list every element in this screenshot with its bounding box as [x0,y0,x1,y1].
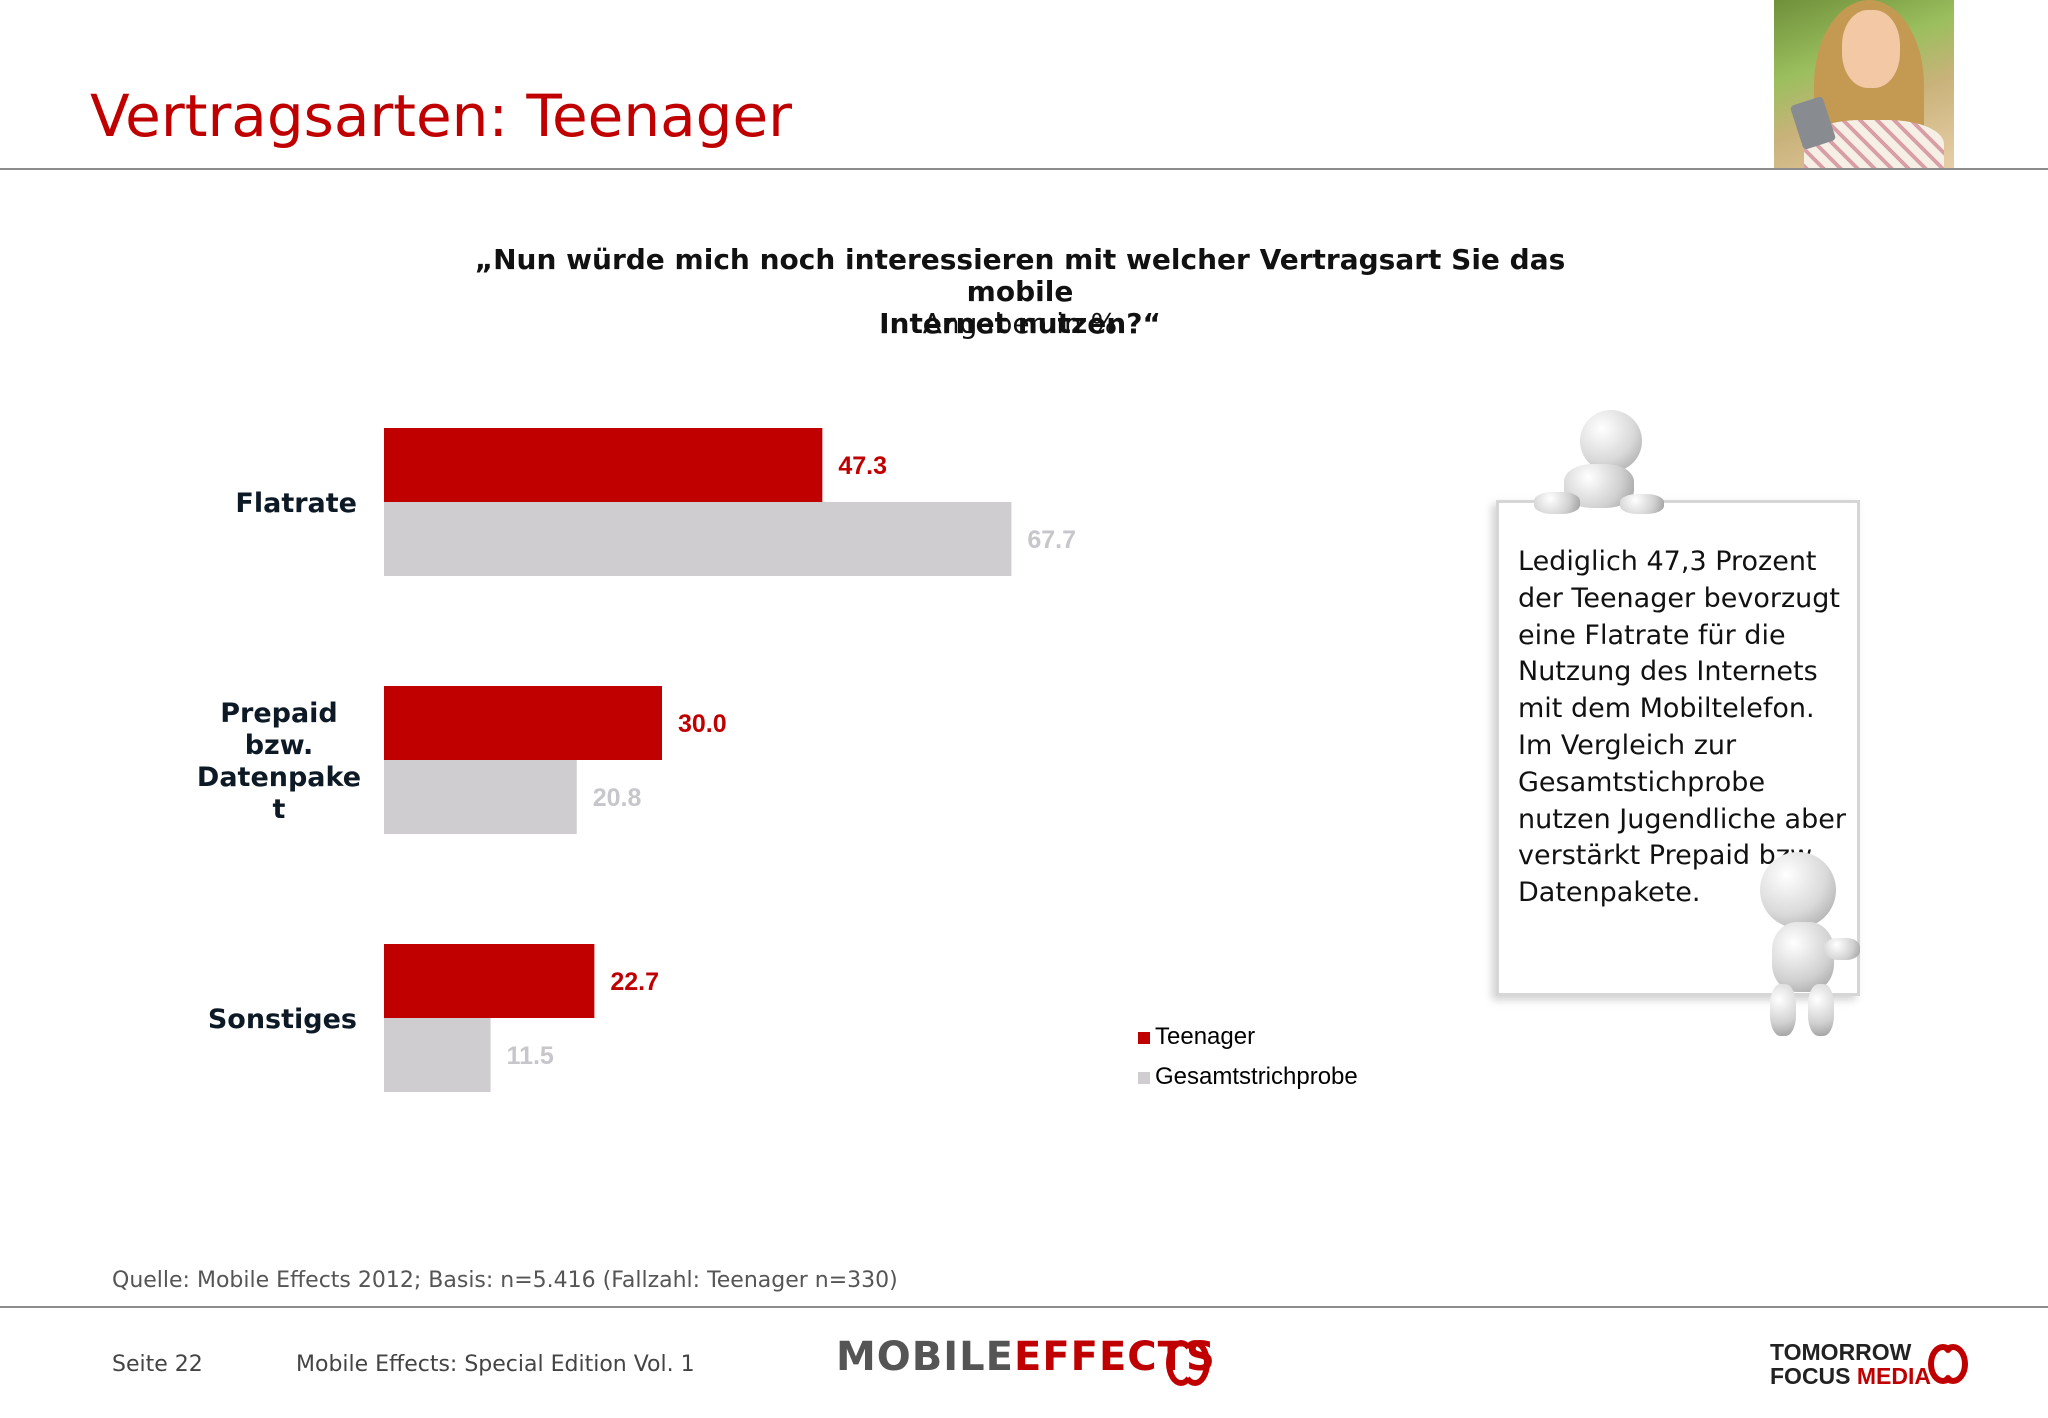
bar-gesamt-0 [384,502,1012,576]
bar-teenager-2 [384,944,595,1018]
category-label-1-2: Datenpake [197,762,361,793]
legend-label-teenager: Teenager [1155,1023,1255,1050]
logo-media: MEDIA [1856,1363,1932,1389]
tfm-paren-right-icon [1938,1344,1968,1384]
tomorrow-focus-media-logo: TOMORROW FOCUS MEDIA [1770,1340,1931,1388]
chart-title: „Nun würde mich noch interessieren mit w… [420,244,1620,340]
value-label-teenager-0: 47.3 [838,452,887,480]
legend-swatch-teenager [1138,1032,1150,1044]
category-label-1-3: t [273,794,286,825]
bar-gesamt-2 [384,1018,491,1092]
note-text: Lediglich 47,3 Prozent der Teenager bevo… [1518,546,1846,909]
logo-focus: FOCUS [1770,1363,1851,1389]
footer-divider [0,1306,2048,1308]
edition-label: Mobile Effects: Special Edition Vol. 1 [296,1352,695,1377]
value-label-teenager-1: 30.0 [678,710,727,738]
page-title: Vertragsarten: Teenager [90,82,793,150]
chart-subtitle: Angaben in % [922,307,1118,340]
mobile-effects-paren-icon [1166,1340,1196,1386]
category-label-2-0: Sonstiges [208,1004,357,1035]
photo-face [1842,10,1900,88]
page-number: Seite 22 [112,1352,203,1377]
category-label-1-0: Prepaid [220,698,338,729]
figure-bottom-icon [1720,852,1870,1038]
value-label-gesamt-0: 67.7 [1027,526,1076,554]
teenager-photo [1774,0,1954,170]
header-divider [0,168,2048,170]
mobile-effects-paren-right-icon [1180,1340,1210,1386]
figure-top-icon [1524,404,1664,524]
value-label-teenager-2: 22.7 [610,968,659,996]
source-note: Quelle: Mobile Effects 2012; Basis: n=5.… [112,1268,898,1293]
legend-swatch-gesamt [1138,1072,1150,1084]
logo-word-mobile: MOBILE [836,1334,1014,1380]
bar-teenager-0 [384,428,823,502]
value-label-gesamt-2: 11.5 [507,1042,554,1070]
logo-tomorrow: TOMORROW [1770,1339,1912,1365]
value-label-gesamt-1: 20.8 [593,784,642,812]
category-label-1-1: bzw. [245,730,314,761]
category-label-0-0: Flatrate [235,488,357,519]
chart-title-line2: Internet nutzen?“ [879,307,1161,340]
chart-title-line1: „Nun würde mich noch interessieren mit w… [474,243,1566,308]
bar-gesamt-1 [384,760,577,834]
bar-teenager-1 [384,686,663,760]
legend-label-gesamt: Gesamtstrichprobe [1155,1063,1358,1090]
mobile-effects-logo: MOBILEEFFECTS [836,1334,1216,1380]
